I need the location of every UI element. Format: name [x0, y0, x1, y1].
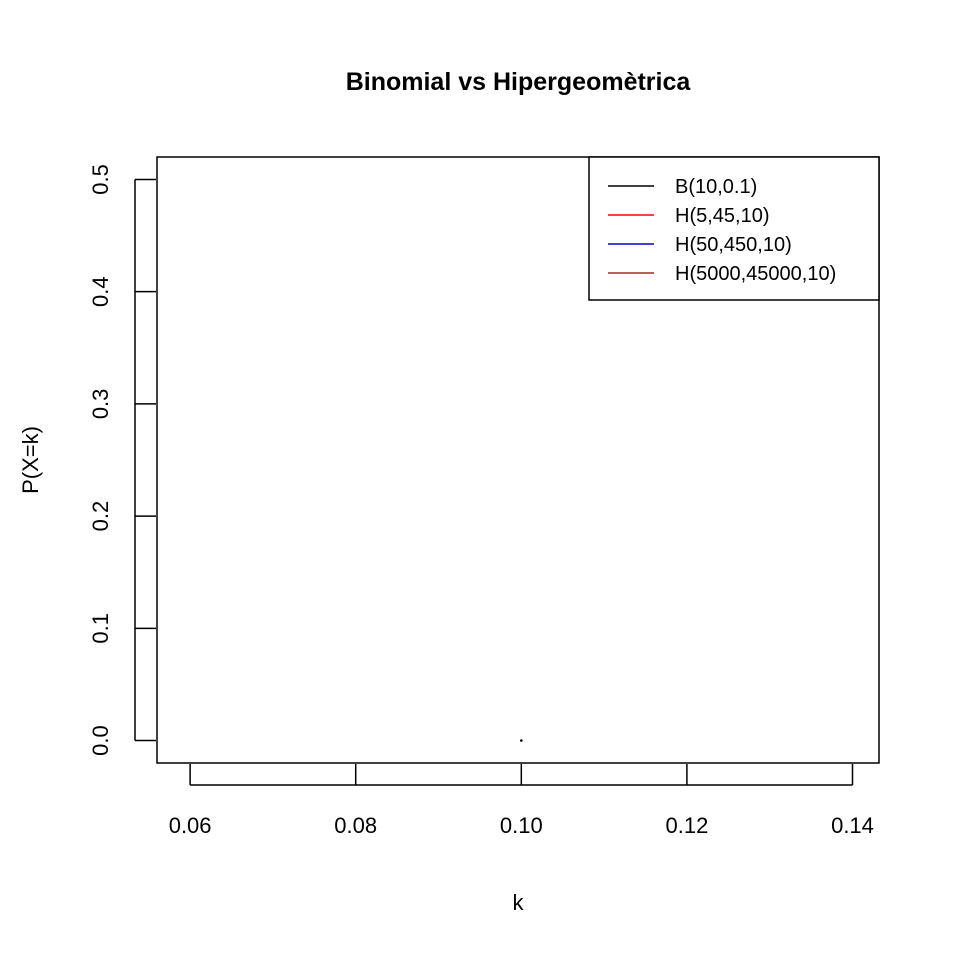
- y-axis-label: P(X=k): [18, 426, 43, 494]
- legend-label: H(50,450,10): [675, 234, 792, 256]
- x-axis-label: k: [513, 890, 525, 915]
- y-tick-label: 0.0: [88, 725, 113, 756]
- legend: B(10,0.1) H(5,45,10) H(50,450,10) H(5000,45…: [588, 156, 880, 301]
- y-axis: 0.0 0.1 0.2 0.3 0.4 0.5: [88, 164, 156, 756]
- legend-label: B(10,0.1): [675, 176, 757, 198]
- x-tick-label: 0.12: [665, 813, 708, 838]
- legend-label: H(5,45,10): [675, 205, 770, 227]
- x-tick-label: 0.10: [500, 813, 543, 838]
- y-tick-label: 0.5: [88, 164, 113, 195]
- data-point: [520, 739, 523, 742]
- data-points: [520, 739, 523, 742]
- x-axis: 0.06 0.08 0.10 0.12 0.14: [169, 764, 874, 838]
- legend-label: H(5000,45000,10): [675, 263, 836, 285]
- y-tick-label: 0.3: [88, 389, 113, 420]
- plot-frame: [156, 156, 880, 764]
- y-tick-label: 0.2: [88, 501, 113, 532]
- y-tick-label: 0.1: [88, 613, 113, 644]
- y-tick-label: 0.4: [88, 276, 113, 307]
- x-tick-label: 0.08: [334, 813, 377, 838]
- x-tick-label: 0.14: [831, 813, 874, 838]
- x-tick-label: 0.06: [169, 813, 212, 838]
- chart-title: Binomial vs Hipergeomètrica: [346, 68, 692, 96]
- legend-box: [588, 156, 880, 301]
